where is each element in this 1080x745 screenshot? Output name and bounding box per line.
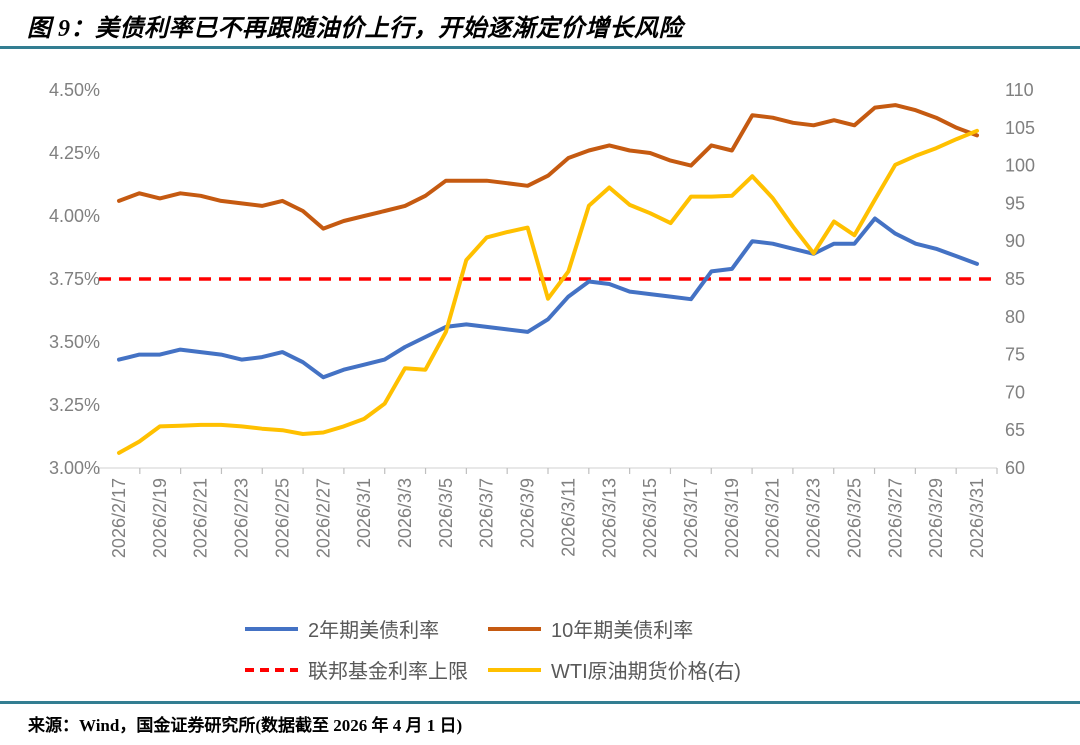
line-chart: 3.00% 3.25% 3.50% 3.75% 4.00% 4.25% 4.50% 60 65 7… bbox=[49, 80, 1035, 558]
y-axis-left-tick-label: 3.75% bbox=[49, 269, 100, 289]
legend-swatch-ust-10y bbox=[488, 626, 541, 631]
x-axis-tick-label: 2026/2/25 bbox=[272, 478, 292, 558]
y-axis-right-tick-label: 95 bbox=[1005, 193, 1025, 213]
legend-label-ust-2y: 2年期美债利率 bbox=[308, 620, 440, 642]
y-axis-left-tick-label: 3.50% bbox=[49, 332, 100, 352]
x-axis-tick-label: 2026/3/29 bbox=[926, 478, 946, 558]
x-axis-tick-label: 2026/3/25 bbox=[844, 478, 864, 558]
y-axis-left-tick-label: 4.25% bbox=[49, 143, 100, 163]
footer-divider bbox=[0, 701, 1080, 704]
legend-item-fed-funds-cap: 联邦基金利率上限 bbox=[245, 655, 488, 684]
title-divider bbox=[0, 46, 1080, 49]
x-axis-tick-label: 2026/3/21 bbox=[763, 478, 783, 558]
figure-title: 图 9：美债利率已不再跟随油价上行，开始逐渐定价增长风险 bbox=[27, 16, 683, 42]
y-axis-left-tick-label: 3.25% bbox=[49, 395, 100, 415]
x-axis-tick-label: 2026/3/13 bbox=[599, 478, 619, 558]
series-line-wti-crude bbox=[117, 128, 979, 455]
x-axis-tick-label: 2026/3/17 bbox=[681, 478, 701, 558]
x-axis-tick-label: 2026/2/23 bbox=[232, 478, 252, 558]
series-line-ust-10y bbox=[117, 103, 979, 231]
legend-label-ust-10y: 10年期美债利率 bbox=[551, 620, 694, 642]
x-axis-tick-label: 2026/3/3 bbox=[395, 478, 415, 548]
x-axis-tick-label: 2026/3/5 bbox=[436, 478, 456, 548]
y-axis-right-tick-label: 105 bbox=[1005, 118, 1035, 138]
x-axis-tick-label: 2026/3/27 bbox=[885, 478, 905, 558]
legend-item-wti-crude: WTI原油期货价格(右) bbox=[488, 655, 741, 684]
x-axis-tick-label: 2026/2/19 bbox=[150, 478, 170, 558]
legend-item-ust-10y: 10年期美债利率 bbox=[488, 614, 741, 643]
y-axis-right-tick-label: 75 bbox=[1005, 345, 1025, 365]
y-axis-right-tick-label: 85 bbox=[1005, 269, 1025, 289]
legend-swatch-wti-crude bbox=[488, 667, 541, 672]
y-axis-right-tick-label: 60 bbox=[1005, 458, 1025, 478]
y-axis-right-tick-label: 100 bbox=[1005, 156, 1035, 176]
x-axis-tick-label: 2026/3/1 bbox=[354, 478, 374, 548]
legend-swatch-fed-funds-cap bbox=[245, 667, 298, 672]
x-axis-tick-label: 2026/2/27 bbox=[313, 478, 333, 558]
y-axis-left-tick-label: 3.00% bbox=[49, 458, 100, 478]
series-line-ust-2y bbox=[117, 216, 979, 380]
x-axis-tick-label: 2026/3/19 bbox=[722, 478, 742, 558]
x-axis-tick-label: 2026/3/15 bbox=[640, 478, 660, 558]
y-axis-left-tick-label: 4.00% bbox=[49, 206, 100, 226]
legend-label-fed-funds-cap: 联邦基金利率上限 bbox=[308, 661, 468, 683]
x-axis-tick-label: 2026/2/21 bbox=[191, 478, 211, 558]
x-axis-tick-label: 2026/3/7 bbox=[477, 478, 497, 548]
x-axis-tick-label: 2026/3/9 bbox=[518, 478, 538, 548]
y-axis-left-tick-label: 4.50% bbox=[49, 80, 100, 100]
x-axis-tick-label: 2026/3/11 bbox=[558, 478, 578, 557]
y-axis-right-tick-label: 90 bbox=[1005, 231, 1025, 251]
legend-label-wti-crude: WTI原油期货价格(右) bbox=[551, 661, 741, 683]
chart-legend: 2年期美债利率 10年期美债利率联邦基金利率上限 WTI原油期货价格(右) bbox=[245, 614, 741, 684]
source-note: 来源：Wind，国金证券研究所(数据截至 2026 年 4 月 1 日) bbox=[28, 716, 463, 735]
y-axis-right-tick-label: 110 bbox=[1005, 80, 1034, 100]
y-axis-right-tick-label: 65 bbox=[1005, 420, 1025, 440]
x-axis-tick-label: 2026/3/31 bbox=[967, 478, 987, 558]
x-axis-tick-label: 2026/2/17 bbox=[109, 478, 129, 558]
legend-swatch-ust-2y bbox=[245, 626, 298, 631]
legend-item-ust-2y: 2年期美债利率 bbox=[245, 614, 488, 643]
y-axis-right-tick-label: 80 bbox=[1005, 307, 1025, 327]
y-axis-right-tick-label: 70 bbox=[1005, 382, 1025, 402]
x-axis-tick-label: 2026/3/23 bbox=[804, 478, 824, 558]
